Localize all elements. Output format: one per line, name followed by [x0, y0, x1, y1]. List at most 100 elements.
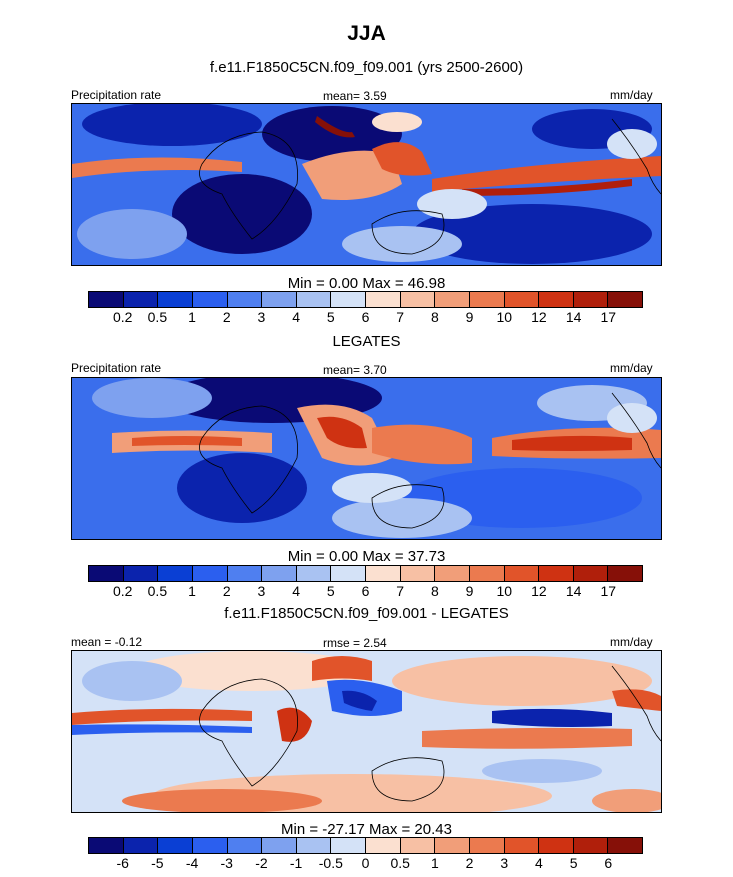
colorbar-panel3-tick-label: 3 [500, 855, 509, 871]
colorbar-panel1-tick-label: 9 [465, 309, 474, 325]
colorbar-panel3-swatch [400, 838, 436, 853]
colorbar-panel3-swatch [539, 838, 574, 853]
panel3-title: f.e11.F1850C5CN.f09_f09.001 - LEGATES [224, 605, 509, 622]
colorbar-panel1-tick-label: 0.5 [147, 309, 168, 325]
colorbar-panel1-tick-label: 7 [396, 309, 405, 325]
colorbar-panel1-tick-label: 1 [188, 309, 196, 325]
colorbar-panel1-swatch [296, 292, 332, 307]
colorbar-panel3-tick-label: 0 [361, 855, 370, 871]
colorbar-panel3-swatch [366, 838, 401, 853]
colorbar-panel3-tick-label: -5 [151, 855, 164, 871]
colorbar-panel3-swatch [89, 838, 124, 853]
colorbar-panel1-swatch [608, 292, 642, 307]
colorbar-panel2-tick-label: 2 [222, 583, 231, 599]
figure-subtitle: f.e11.F1850C5CN.f09_f09.001 (yrs 2500-26… [209, 59, 524, 76]
colorbar-panel3-swatch [573, 838, 609, 853]
colorbar-panel2-swatch [262, 566, 297, 581]
colorbar-panel3-swatch [192, 838, 228, 853]
panel1-units: mm/day [610, 88, 653, 102]
colorbar-panel1-swatch [573, 292, 609, 307]
panel3-units: mm/day [610, 635, 653, 649]
colorbar-panel1-swatch [158, 292, 193, 307]
colorbar-panel3-swatch [123, 838, 159, 853]
colorbar-panel1-tick-label: 4 [292, 309, 301, 325]
colorbar-panel3-tick-label: 0.5 [390, 855, 410, 871]
colorbar-panel1-ticks: 0.2 0.5 1 2 3 4 5 6 7 8 9 10 12 14 17 [0, 309, 733, 327]
colorbar-panel3-tick-label: 6 [604, 855, 613, 871]
colorbar-panel2 [88, 565, 643, 582]
colorbar-panel3-tick-label: 5 [569, 855, 578, 871]
colorbar-panel2-tick-label: 12 [531, 583, 547, 599]
colorbar-panel2-swatch [573, 566, 609, 581]
colorbar-panel3-tick-label: 4 [535, 855, 543, 871]
colorbar-panel1-swatch [227, 292, 263, 307]
colorbar-panel3-swatch [296, 838, 332, 853]
colorbar-panel2-tick-label: 0.2 [112, 583, 133, 599]
colorbar-panel2-swatch [608, 566, 642, 581]
colorbar-panel3-swatch [435, 838, 470, 853]
colorbar-panel2-tick-label: 10 [496, 583, 513, 599]
colorbar-panel1-tick-label: 17 [600, 309, 617, 325]
colorbar-panel2-swatch [435, 566, 470, 581]
colorbar-panel1-swatch [435, 292, 470, 307]
colorbar-panel3-swatch [608, 838, 642, 853]
colorbar-panel1-swatch [89, 292, 124, 307]
colorbar-panel2-swatch [123, 566, 159, 581]
colorbar-panel2-swatch [89, 566, 124, 581]
colorbar-panel3-swatch [331, 838, 366, 853]
colorbar-panel2-swatch [296, 566, 332, 581]
colorbar-panel1-swatch [504, 292, 540, 307]
panel3-field [72, 651, 661, 812]
panel2-left-label: Precipitation rate [71, 361, 162, 375]
colorbar-panel3-tick-label: -0.5 [318, 855, 343, 871]
colorbar-panel1-swatch [192, 292, 228, 307]
panel3-mean-label: mean = -0.12 [71, 635, 143, 649]
colorbar-panel3-tick-label: 1 [430, 855, 439, 871]
colorbar-panel3-tick-label: 2 [465, 855, 474, 871]
colorbar-panel2-tick-label: 8 [430, 583, 439, 599]
panel2-map [71, 377, 662, 540]
colorbar-panel2-tick-label: 1 [188, 583, 196, 599]
colorbar-panel1-tick-label: 3 [257, 309, 266, 325]
colorbar-panel3-tick-label: -2 [255, 855, 268, 871]
colorbar-panel2-tick-label: 7 [396, 583, 405, 599]
figure-title: JJA [347, 22, 386, 45]
colorbar-panel2-tick-label: 5 [326, 583, 335, 599]
colorbar-panel3-tick-label: -1 [289, 855, 303, 871]
panel1-mean-label: mean= 3.59 [323, 89, 387, 103]
colorbar-panel2-swatch [331, 566, 366, 581]
colorbar-panel3-tick-label: -4 [185, 855, 199, 871]
colorbar-panel2-tick-label: 9 [465, 583, 474, 599]
colorbar-panel3-ticks: -6 -5 -4 -3 -2 -1 -0.5 0 0.5 1 2 3 4 5 6 [0, 855, 733, 873]
panel2-units: mm/day [610, 361, 653, 375]
colorbar-panel2-swatch [469, 566, 505, 581]
colorbar-panel1-swatch [331, 292, 366, 307]
colorbar-panel2-tick-label: 6 [361, 583, 370, 599]
colorbar-panel2-tick-label: 3 [257, 583, 266, 599]
colorbar-panel2-swatch [539, 566, 574, 581]
panel2-mean-label: mean= 3.70 [323, 363, 387, 377]
colorbar-panel3-swatch [227, 838, 263, 853]
panel2-title: LEGATES [332, 333, 401, 350]
colorbar-panel1-swatch [539, 292, 574, 307]
colorbar-panel2-tick-label: 4 [292, 583, 301, 599]
colorbar-panel1-swatch [262, 292, 297, 307]
colorbar-panel3-swatch [262, 838, 297, 853]
colorbar-panel1-tick-label: 0.2 [112, 309, 133, 325]
panel1-left-label: Precipitation rate [71, 88, 162, 102]
colorbar-panel1-swatch [123, 292, 159, 307]
colorbar-panel2-swatch [366, 566, 401, 581]
colorbar-panel3-tick-label: -3 [220, 855, 233, 871]
colorbar-panel3-swatch [469, 838, 505, 853]
panel3-map [71, 650, 662, 813]
colorbar-panel1-tick-label: 6 [361, 309, 370, 325]
colorbar-panel1-swatch [400, 292, 436, 307]
colorbar-panel2-swatch [504, 566, 540, 581]
colorbar-panel3 [88, 837, 643, 854]
colorbar-panel2-swatch [227, 566, 263, 581]
colorbar-panel2-swatch [192, 566, 228, 581]
colorbar-panel3-swatch [158, 838, 193, 853]
colorbar-panel2-tick-label: 14 [565, 583, 582, 599]
colorbar-panel2-tick-label: 17 [600, 583, 617, 599]
panel3-minmax: Min = -27.17 Max = 20.43 [281, 821, 452, 838]
